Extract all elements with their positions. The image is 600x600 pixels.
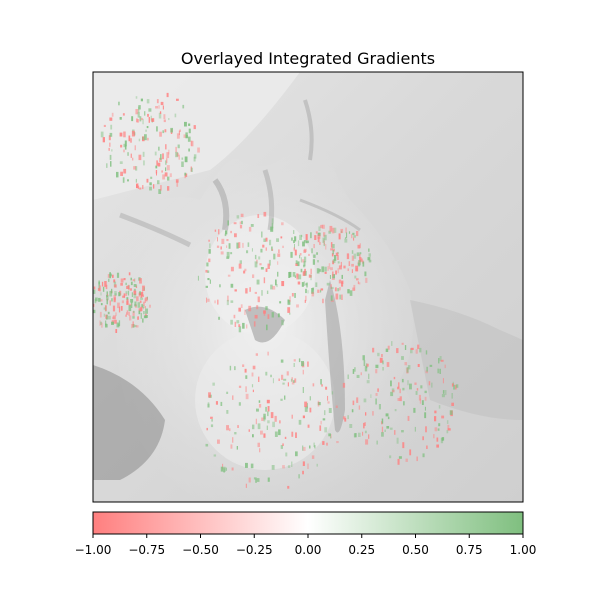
colorbar-tick-label: 0.75 xyxy=(456,543,483,557)
attribution-speckles xyxy=(93,92,459,489)
colorbar: −1.00 −0.75 −0.50 −0.25 0.00 0.25 0.50 0.75 1.00 xyxy=(75,511,537,557)
colorbar-tick-label: 1.00 xyxy=(510,543,537,557)
colorbar-tick-label: −1.00 xyxy=(75,543,112,557)
plot-frame xyxy=(92,71,524,503)
colorbar-tick-label: 0.00 xyxy=(295,543,322,557)
colorbar-gradient xyxy=(93,512,523,534)
heatmap-image xyxy=(93,72,523,502)
colorbar-tick-label: −0.50 xyxy=(182,543,219,557)
chart-title: Overlayed Integrated Gradients xyxy=(181,49,435,68)
colorbar-tick-label: −0.75 xyxy=(128,543,165,557)
colorbar-tick-label: 0.50 xyxy=(402,543,429,557)
colorbar-tick-label: −0.25 xyxy=(236,543,273,557)
colorbar-tick-label: 0.25 xyxy=(348,543,375,557)
colorbar-ticks: −1.00 −0.75 −0.50 −0.25 0.00 0.25 0.50 0.75 1.00 xyxy=(75,534,537,557)
